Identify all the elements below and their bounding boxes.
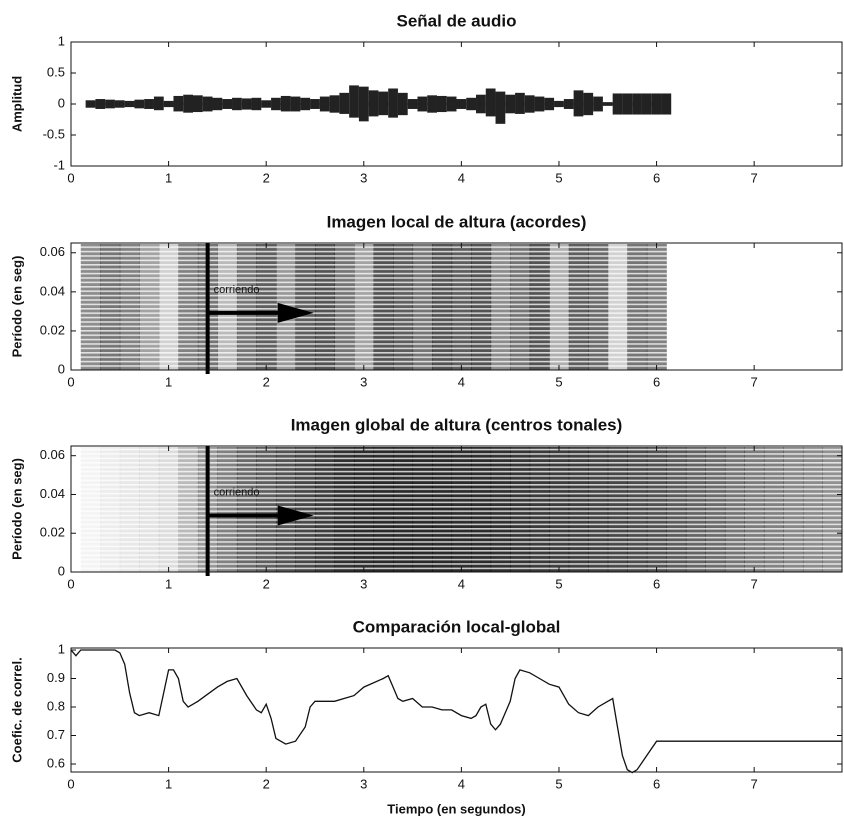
y-tick-label: 0 — [58, 563, 65, 578]
y-tick-label: 0.8 — [47, 698, 65, 713]
waveform-segment — [388, 88, 398, 118]
x-tick-label: 7 — [751, 576, 758, 591]
waveform-segment — [349, 85, 359, 118]
x-tick-label: 1 — [165, 374, 172, 389]
y-tick-label: 0.5 — [47, 64, 65, 79]
y-tick-label: 0 — [58, 95, 65, 110]
waveform-segment — [573, 90, 584, 117]
image-stripes — [71, 446, 842, 572]
y-tick-label: 0.06 — [40, 447, 65, 462]
x-tick-label: 0 — [67, 776, 74, 791]
axes-frame — [70, 647, 843, 773]
x-tick-label: 1 — [165, 576, 172, 591]
panel-title: Imagen local de altura (acordes) — [327, 212, 587, 231]
axes-frame — [70, 445, 843, 573]
x-tick-label: 5 — [555, 170, 562, 185]
y-tick-label: 1 — [58, 641, 65, 656]
arrow-head — [277, 302, 314, 323]
y-tick-label: 0.06 — [40, 244, 65, 259]
y-tick-label: -1 — [53, 157, 65, 172]
panel-title: Comparación local-global — [353, 617, 561, 636]
plot-area — [71, 648, 842, 772]
waveform-segment — [515, 92, 525, 114]
x-tick-label: 3 — [360, 374, 367, 389]
x-tick-label: 0 — [67, 374, 74, 389]
x-tick-label: 6 — [653, 776, 660, 791]
x-tick-label: 6 — [653, 170, 660, 185]
x-tick-label: 4 — [458, 776, 465, 791]
axes-frame — [70, 242, 843, 371]
waveform-segment — [485, 88, 496, 117]
annotation-text: corriendo — [214, 486, 260, 498]
waveform-segment — [153, 96, 164, 111]
x-tick-label: 7 — [751, 374, 758, 389]
y-tick-label: 1 — [58, 33, 65, 48]
panel-title: Señal de audio — [397, 11, 517, 30]
y-tick-label: 0.6 — [47, 755, 65, 770]
x-tick-label: 5 — [555, 576, 562, 591]
x-tick-label: 5 — [555, 374, 562, 389]
y-tick-label: 0 — [58, 361, 65, 376]
x-tick-label: 3 — [360, 170, 367, 185]
x-tick-label: 2 — [263, 170, 270, 185]
x-tick-label: 6 — [653, 576, 660, 591]
x-tick-label: 2 — [263, 776, 270, 791]
panel-title: Imagen global de altura (centros tonales… — [291, 415, 623, 434]
y-tick-label: 0.9 — [47, 670, 65, 685]
waveform-segment — [368, 90, 379, 117]
annotation-text: corriendo — [214, 284, 260, 296]
x-tick-label: 3 — [360, 576, 367, 591]
waveform-segment — [495, 91, 506, 124]
y-axis-label: Coefic. de correl. — [9, 657, 24, 762]
x-tick-label: 4 — [458, 374, 465, 389]
arrow-head — [277, 505, 314, 526]
x-tick-label: 1 — [165, 170, 172, 185]
x-tick-label: 5 — [555, 776, 562, 791]
x-tick-label: 0 — [67, 576, 74, 591]
x-tick-label: 2 — [263, 576, 270, 591]
x-tick-label: 4 — [458, 170, 465, 185]
x-tick-label: 2 — [263, 374, 270, 389]
x-tick-label: 3 — [360, 776, 367, 791]
x-axis-label: Tiempo (en segundos) — [387, 801, 525, 816]
x-tick-label: 1 — [165, 776, 172, 791]
line — [70, 649, 842, 774]
y-axis-label: Período (en seg) — [9, 458, 24, 560]
y-tick-label: 0.02 — [40, 525, 65, 540]
y-tick-label: 0.7 — [47, 727, 65, 742]
y-axis-label: Amplitud — [9, 76, 24, 132]
x-tick-label: 7 — [751, 170, 758, 185]
waveform-segment — [378, 91, 389, 116]
waveform-segment — [339, 92, 350, 114]
y-tick-label: 0.02 — [40, 322, 65, 337]
image-stripes — [71, 243, 842, 370]
y-tick-label: 0.04 — [40, 486, 65, 501]
y-tick-label: -0.5 — [43, 126, 65, 141]
y-tick-label: 0.04 — [40, 283, 65, 298]
x-tick-label: 6 — [653, 374, 660, 389]
x-tick-label: 7 — [751, 776, 758, 791]
x-tick-label: 4 — [458, 576, 465, 591]
x-tick-label: 0 — [67, 170, 74, 185]
y-axis-label: Período (en seg) — [9, 256, 24, 358]
